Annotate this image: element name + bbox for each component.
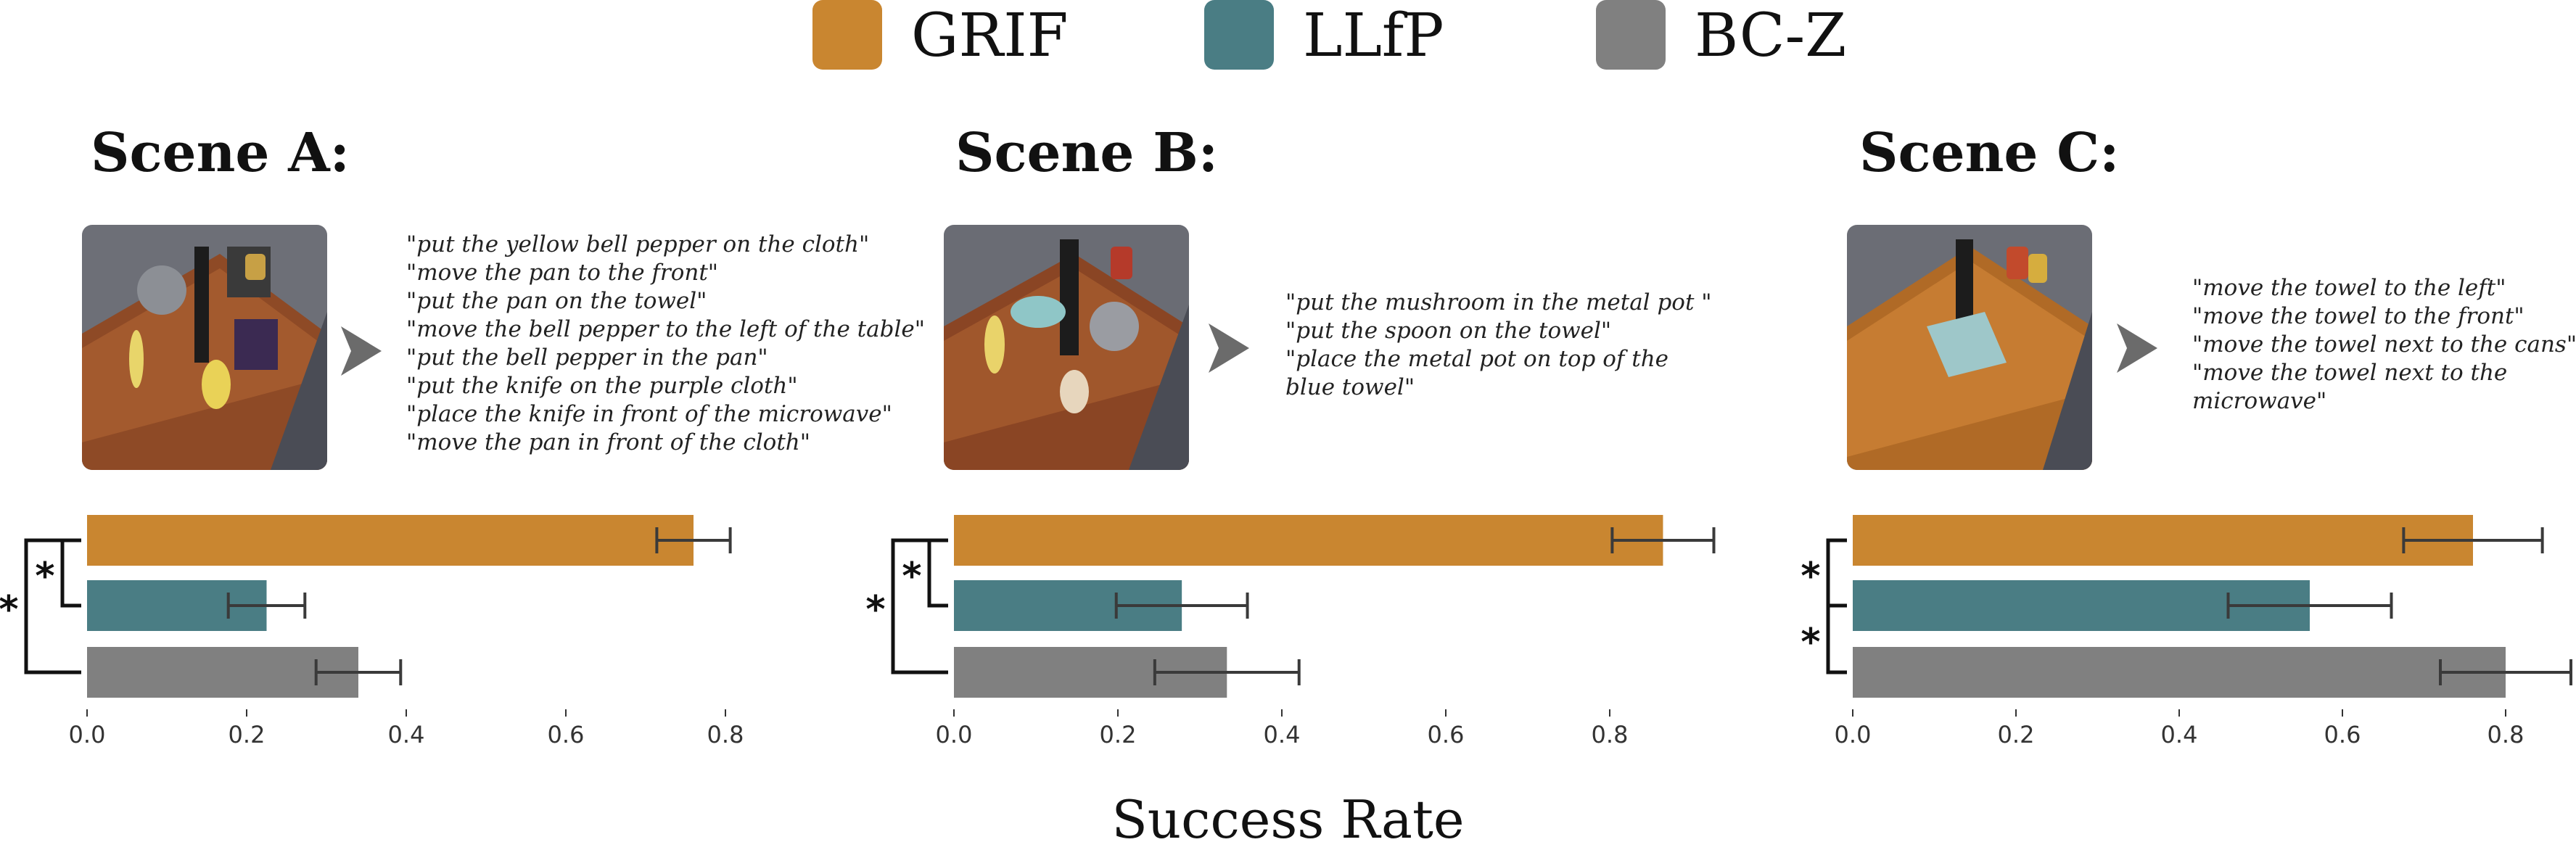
- x-tick-label: 0.6: [2324, 721, 2361, 748]
- legend-label-grif: GRIF: [911, 1, 1069, 70]
- x-tick-label: 0.2: [229, 721, 266, 748]
- prompt-item: "put the knife on the purple cloth": [406, 373, 798, 399]
- chart-svg: 0.0 0.2 0.4 0.6 0.8 * *: [865, 515, 1716, 748]
- x-tick-label: 0.4: [2161, 721, 2198, 748]
- error-bar: [2226, 593, 2393, 619]
- x-tick-label: 0.8: [707, 721, 744, 748]
- x-tick-label: 0.2: [1998, 721, 2035, 748]
- scene-b-title: Scene B:: [955, 122, 1219, 184]
- bar-bcz: [1853, 647, 2506, 698]
- scene-c-photo: [1847, 225, 2092, 470]
- chart-svg: 0.0 0.2 0.4 0.6 0.8 * *: [1801, 515, 2572, 748]
- error-bar: [2439, 659, 2572, 685]
- prompt-item: "put the pan on the towel": [406, 288, 707, 314]
- x-tick-label: 0.2: [1100, 721, 1137, 748]
- x-tick-label: 0.0: [1835, 721, 1872, 748]
- error-bar: [1114, 593, 1249, 619]
- x-tick-label: 0.6: [1428, 721, 1465, 748]
- arrow-icon: [2117, 323, 2157, 373]
- significance-star: *: [0, 588, 19, 632]
- legend-swatch-grif: [812, 0, 882, 70]
- prompt-item: "move the towel next to the microwave": [2192, 360, 2508, 414]
- chart-scene-c: 0.0 0.2 0.4 0.6 0.8 * *: [1792, 500, 2576, 762]
- scene-a-photo: [82, 225, 327, 470]
- error-bar: [655, 527, 732, 553]
- significance-star: *: [35, 555, 54, 598]
- x-tick-label: 0.8: [2487, 721, 2524, 748]
- x-tick-label: 0.0: [69, 721, 106, 748]
- chart-svg: 0.0 0.2 0.4 0.6 0.8 * *: [0, 515, 744, 748]
- legend: GRIF LLfP BC-Z: [0, 0, 2576, 80]
- error-bar: [226, 593, 307, 619]
- arrow-icon: [1209, 323, 1249, 373]
- prompt-item: "move the pan in front of the cloth": [406, 429, 811, 455]
- prompt-item: "move the pan to the front": [406, 260, 719, 286]
- chart-scene-b: 0.0 0.2 0.4 0.6 0.8 * *: [856, 500, 1716, 762]
- significance-bracket: [1826, 603, 1847, 674]
- prompt-item: "put the spoon on the towel": [1285, 318, 1612, 344]
- prompt-item: "move the bell pepper to the left of the…: [406, 316, 925, 342]
- prompt-item: "place the metal pot on top of the blue …: [1285, 346, 1669, 400]
- significance-star: *: [865, 588, 885, 632]
- legend-label-llfp: LLfP: [1303, 1, 1444, 70]
- significance-star: *: [1801, 555, 1820, 598]
- scene-c-prompts: "move the towel to the left" "move the t…: [2192, 274, 2576, 416]
- x-axis-label: Success Rate: [1111, 789, 1465, 850]
- prompt-item: "move the towel to the left": [2192, 275, 2506, 301]
- prompt-item: "put the bell pepper in the pan": [406, 344, 768, 371]
- prompt-item: "put the mushroom in the metal pot ": [1285, 289, 1712, 315]
- bar-grif: [87, 515, 694, 566]
- x-tick-label: 0.4: [1264, 721, 1301, 748]
- scene-a-prompts: "put the yellow bell pepper on the cloth…: [406, 231, 925, 457]
- legend-label-bcz: BC-Z: [1695, 1, 1847, 70]
- scene-b-photo: [944, 225, 1189, 470]
- x-tick-label: 0.8: [1592, 721, 1629, 748]
- x-tick-label: 0.4: [388, 721, 425, 748]
- chart-scene-a: 0.0 0.2 0.4 0.6 0.8 * *: [0, 500, 798, 762]
- significance-bracket: [927, 538, 948, 608]
- bar-grif: [954, 515, 1663, 566]
- prompt-item: "move the towel to the front": [2192, 303, 2524, 329]
- error-bar: [314, 659, 403, 685]
- prompt-item: "place the knife in front of the microwa…: [406, 401, 892, 427]
- significance-bracket: [24, 538, 81, 674]
- scene-b-prompts: "put the mushroom in the metal pot " "pu…: [1285, 289, 1712, 402]
- prompt-item: "put the yellow bell pepper on the cloth…: [406, 231, 870, 257]
- prompt-item: "move the towel next to the cans": [2192, 331, 2576, 358]
- arrow-icon: [341, 326, 382, 376]
- legend-swatch-llfp: [1204, 0, 1274, 70]
- significance-star: *: [1801, 621, 1820, 664]
- error-bar: [2402, 527, 2544, 553]
- bar-grif: [1853, 515, 2473, 566]
- scene-c-title: Scene C:: [1859, 122, 2120, 184]
- scene-a-title: Scene A:: [91, 122, 350, 184]
- bar-bcz: [87, 647, 358, 698]
- x-tick-label: 0.0: [936, 721, 973, 748]
- legend-swatch-bcz: [1596, 0, 1666, 70]
- significance-bracket: [1826, 538, 1847, 608]
- error-bar: [1153, 659, 1301, 685]
- x-tick-label: 0.6: [548, 721, 585, 748]
- significance-bracket: [60, 538, 81, 608]
- significance-bracket: [891, 538, 948, 674]
- error-bar: [1610, 527, 1716, 553]
- significance-star: *: [902, 555, 921, 598]
